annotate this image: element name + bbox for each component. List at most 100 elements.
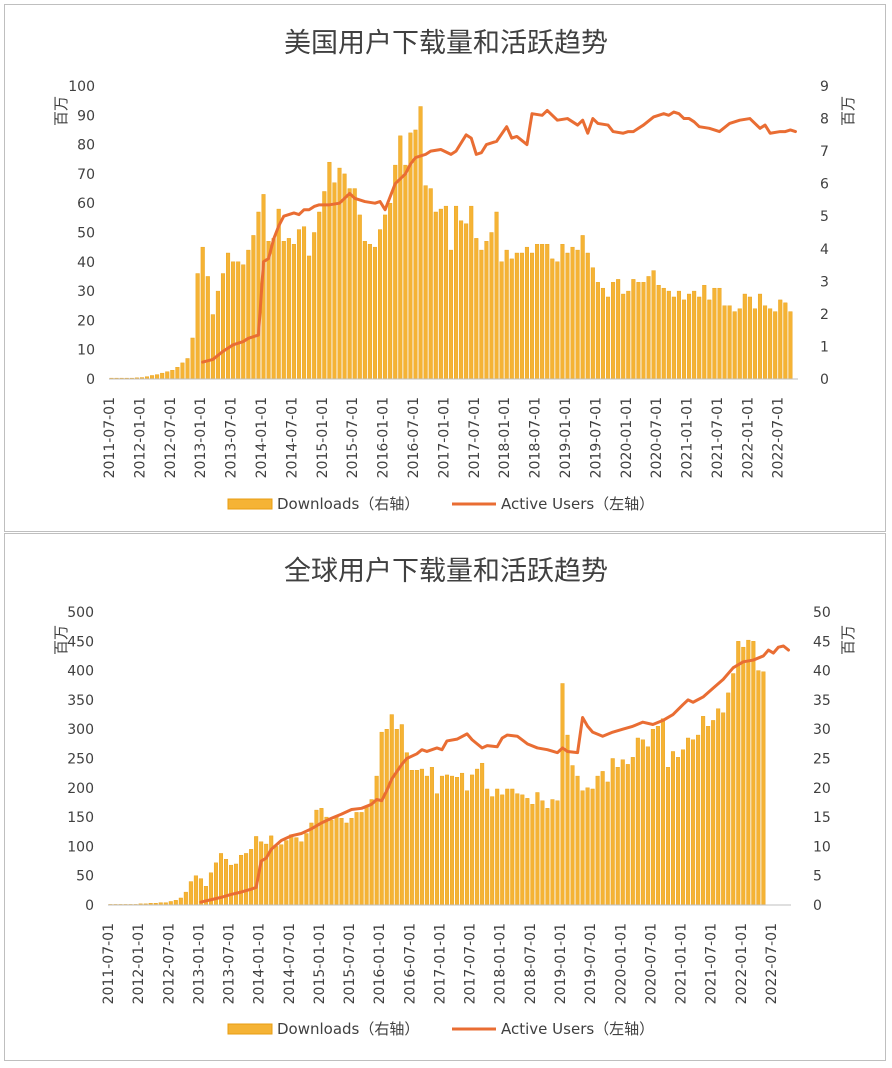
x-tick-label: 2012-07-01 [161,923,177,1004]
downloads-bars [109,106,793,380]
downloads-bar [575,775,580,906]
downloads-bar [721,712,726,906]
downloads-bar [691,739,696,906]
downloads-bar [736,641,741,906]
y-right-tick-label: 25 [813,752,831,768]
downloads-bar [195,273,200,380]
downloads-bar [170,370,175,380]
downloads-bar [509,258,514,380]
downloads-bar [332,182,337,380]
y-right-tick-label: 6 [820,177,829,193]
downloads-bar [570,765,575,906]
x-tick-labels: 2011-07-01 2012-01-01 2012-07-01 2013-01-01… [102,397,787,478]
downloads-bar [329,819,334,906]
downloads-bar [455,777,460,906]
downloads-bar [510,788,515,906]
downloads-bar [646,276,651,380]
downloads-bar [404,752,409,906]
legend-label-downloads: Downloads（右轴） [277,495,419,513]
downloads-bar [226,252,231,380]
downloads-bar [712,287,717,380]
downloads-bar [530,252,535,380]
legend-swatch-downloads [227,498,273,510]
downloads-bar [460,772,465,906]
downloads-bar [480,762,485,906]
downloads-bar [590,267,595,380]
x-tick-label: 2013-07-01 [224,397,240,478]
downloads-bar [610,758,615,906]
x-tick-label: 2012-07-01 [163,397,179,478]
downloads-bar [485,788,490,906]
x-tick-label: 2014-07-01 [282,923,298,1004]
downloads-bar [560,244,565,380]
y-left-tick-label: 150 [67,810,94,826]
downloads-bar [379,731,384,906]
downloads-bar [359,812,364,906]
downloads-bar [696,734,701,906]
y-left-tick-label: 50 [76,869,94,885]
x-tick-label: 2016-07-01 [402,923,418,1004]
downloads-bars [108,639,766,906]
x-tick-label: 2015-01-01 [315,397,331,478]
x-tick-label: 2018-01-01 [497,397,513,478]
downloads-bar [378,229,383,380]
y-right-tick-label: 30 [813,722,831,738]
downloads-bar [585,252,590,380]
downloads-bar [686,737,691,906]
downloads-bar [266,241,271,380]
downloads-bar [249,849,254,906]
downloads-bar [239,854,244,906]
downloads-bar [307,255,312,380]
downloads-bar [413,129,418,380]
chart-title: 全球用户下载量和活跃趋势 [284,556,608,587]
x-tick-label: 2016-01-01 [376,397,392,478]
downloads-bar [701,716,706,906]
x-tick-label: 2018-07-01 [528,397,544,478]
downloads-bar [773,311,778,380]
downloads-bar [269,835,274,906]
x-tick-label: 2014-01-01 [252,923,268,1004]
downloads-bar [650,728,655,906]
downloads-bar [752,308,757,380]
downloads-bar [676,757,681,906]
downloads-bar [640,739,645,906]
downloads-bar [499,261,504,380]
downloads-bar [205,276,210,380]
x-tick-label: 2022-07-01 [764,923,780,1004]
downloads-bar [570,246,575,380]
downloads-bar [615,767,620,906]
downloads-bar [595,775,600,906]
downloads-bar [555,261,560,380]
downloads-bar [717,287,722,380]
downloads-bar [651,270,656,380]
downloads-bar [484,241,489,380]
downloads-bar [747,296,752,380]
downloads-bar [580,235,585,380]
x-tick-label: 2019-07-01 [588,397,604,478]
y-left-tick-label: 0 [86,372,95,388]
downloads-bar [433,211,438,380]
downloads-bar [600,287,605,380]
downloads-bar [224,859,229,906]
downloads-bar [200,246,205,380]
downloads-bar [347,188,352,380]
x-tick-label: 2013-01-01 [193,397,209,478]
downloads-bar [530,804,535,906]
downloads-bar [464,223,469,380]
downloads-bar [731,673,736,906]
downloads-bar [244,853,249,906]
downloads-bar [681,299,687,380]
downloads-bar [215,290,220,380]
downloads-bar [398,135,403,380]
downloads-bar [550,258,555,380]
downloads-bar [768,308,773,380]
downloads-bar [726,692,731,906]
x-tick-label: 2012-01-01 [131,923,147,1004]
chart-title: 美国用户下载量和活跃趋势 [284,28,608,59]
downloads-bar [150,375,155,380]
downloads-bar [434,793,439,906]
downloads-bar [251,235,256,380]
downloads-bar [334,815,339,906]
x-tick-label: 2013-01-01 [191,923,207,1004]
